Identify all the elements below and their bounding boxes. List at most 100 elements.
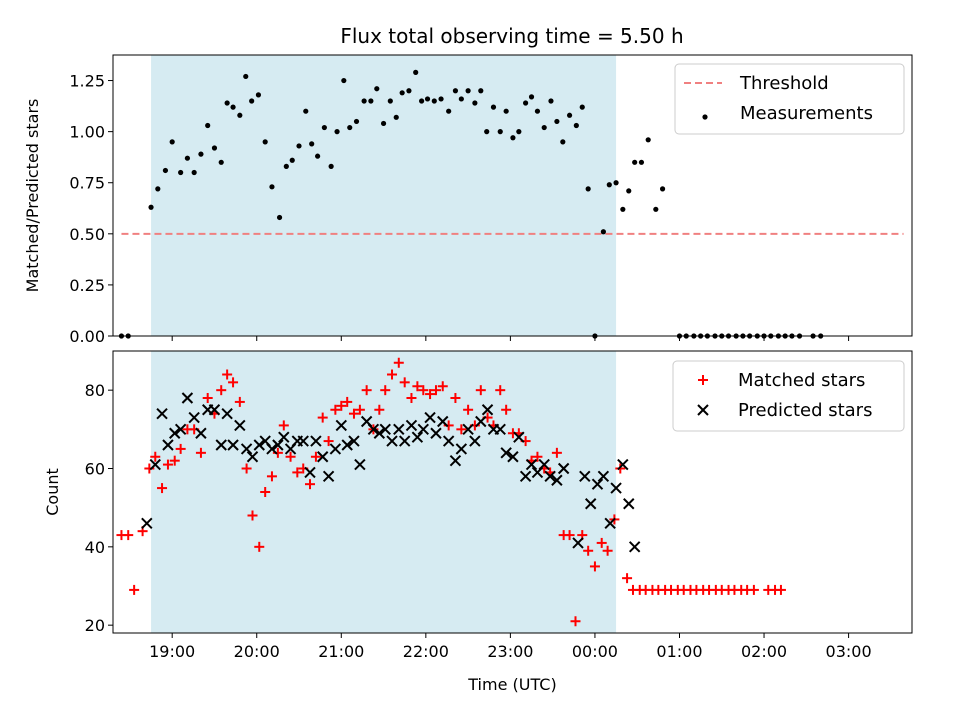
predicted-star-point [253,439,265,451]
measurement-point [283,163,289,169]
matched-star-point [596,537,607,548]
observing-window-shade-top [151,55,617,336]
measurement-point [155,186,161,192]
matched-star-point [175,443,186,454]
measurement-point [566,112,573,118]
measurement-point [573,122,579,129]
measurement-point [645,137,651,143]
measurement-point [465,88,471,94]
chart-title: Flux total observing time = 5.50 h [340,24,683,48]
legend-label: Matched stars [738,370,865,391]
measurement-point [276,214,283,221]
predicted-star-point [162,439,174,451]
measurement-point [198,151,204,157]
matched-star-point [336,400,347,411]
bottom-x-ticks: 19:00 20:00 21:00 22:00 23:00 00:00 01:00 02:00… [149,633,872,661]
predicted-star-point [188,411,200,424]
measurement-point [510,135,516,141]
measurement-point [334,129,340,135]
predicted-star-point [373,427,386,439]
predicted-star-point [557,462,570,475]
predicted-star-point [141,517,153,530]
x-tick-label: 01:00 [656,642,702,661]
measurement-point [585,186,591,192]
matched-star-point [305,479,316,490]
y-tick-label: 0.75 [69,174,105,193]
matched-star-point [437,381,448,392]
predicted-star-point [417,423,430,436]
matched-star-point [278,420,289,431]
measurement-point [296,143,302,149]
matched-star-point [266,471,277,482]
matched-star-point [222,369,233,380]
matched-star-point [387,369,398,380]
bottom-panel-frame [112,350,913,634]
measurement-point [606,182,612,188]
legend-label: Threshold [739,73,829,94]
predicted-star-point [513,431,525,443]
x-tick-label: 03:00 [826,642,872,661]
matched-star-point [501,404,512,415]
measurement-point [315,153,321,159]
matched-star-point [475,385,486,396]
measurement-point [243,73,249,80]
measurement-point [424,96,431,102]
predicted-star-point [174,423,187,436]
measurement-point [205,122,211,129]
matched-star-point [406,393,417,403]
x-tick-label: 21:00 [318,642,364,661]
measurement-point [613,180,619,186]
predicted-star-point [215,439,227,451]
matched-star-point [202,393,213,403]
measurement-point [368,98,374,104]
predicted-star-point [316,451,329,463]
measurement-point [347,124,353,131]
legend-label: Measurements [740,103,873,124]
matched-star-point [399,377,410,388]
x-tick-label: 22:00 [403,642,449,661]
predicted-star-point [240,443,253,455]
measurement-point [191,169,197,176]
predicted-star-point [462,423,474,436]
matched-star-point [412,381,423,392]
matched-star-point [564,530,575,541]
matched-star-point [570,616,581,627]
top-legend: Threshold Measurements [674,63,905,135]
matched-star-point [602,545,613,556]
predicted-star-point [386,435,398,447]
matched-star-point [463,404,474,415]
predicted-star-point [430,427,442,439]
measurement-point [446,108,452,114]
y-tick-label: 20 [85,616,105,635]
matched-star-point [380,385,391,396]
predicted-star-point [519,470,532,483]
bottom-y-ticks: 20 40 60 80 [85,381,113,635]
measurement-point [516,129,522,135]
count-points [116,357,786,627]
predicted-star-point [424,411,436,424]
measurement-point [472,100,478,106]
legend-predicted-swatch [697,404,709,416]
bottom-panel: 19:00 20:00 21:00 22:00 23:00 00:00 01:00 02:00… [43,350,913,694]
predicted-star-point [437,415,449,428]
predicted-star-point [246,451,259,463]
measurement-point [178,169,184,176]
matched-star-point [254,541,265,552]
predicted-star-point [525,458,538,471]
matched-star-point [317,412,328,423]
matched-star-point [310,451,321,462]
measurement-point [361,98,367,104]
top-y-ticks: 0.00 0.25 0.50 0.75 1.00 1.25 [69,72,113,346]
predicted-star-point [156,407,168,420]
measurement-point [632,159,638,165]
predicted-star-point [469,435,481,447]
top-panel: 0.00 0.25 0.50 0.75 1.00 1.25 Matched/Predict… [23,54,913,346]
measurement-point [452,88,459,94]
top-x-ticks [171,336,850,341]
measurement-point [406,88,412,94]
y-tick-label: 0.25 [69,276,105,295]
matched-star-point [247,510,258,521]
measurement-point [438,96,444,102]
matched-star-point [456,424,467,435]
matched-star-point [129,584,140,595]
